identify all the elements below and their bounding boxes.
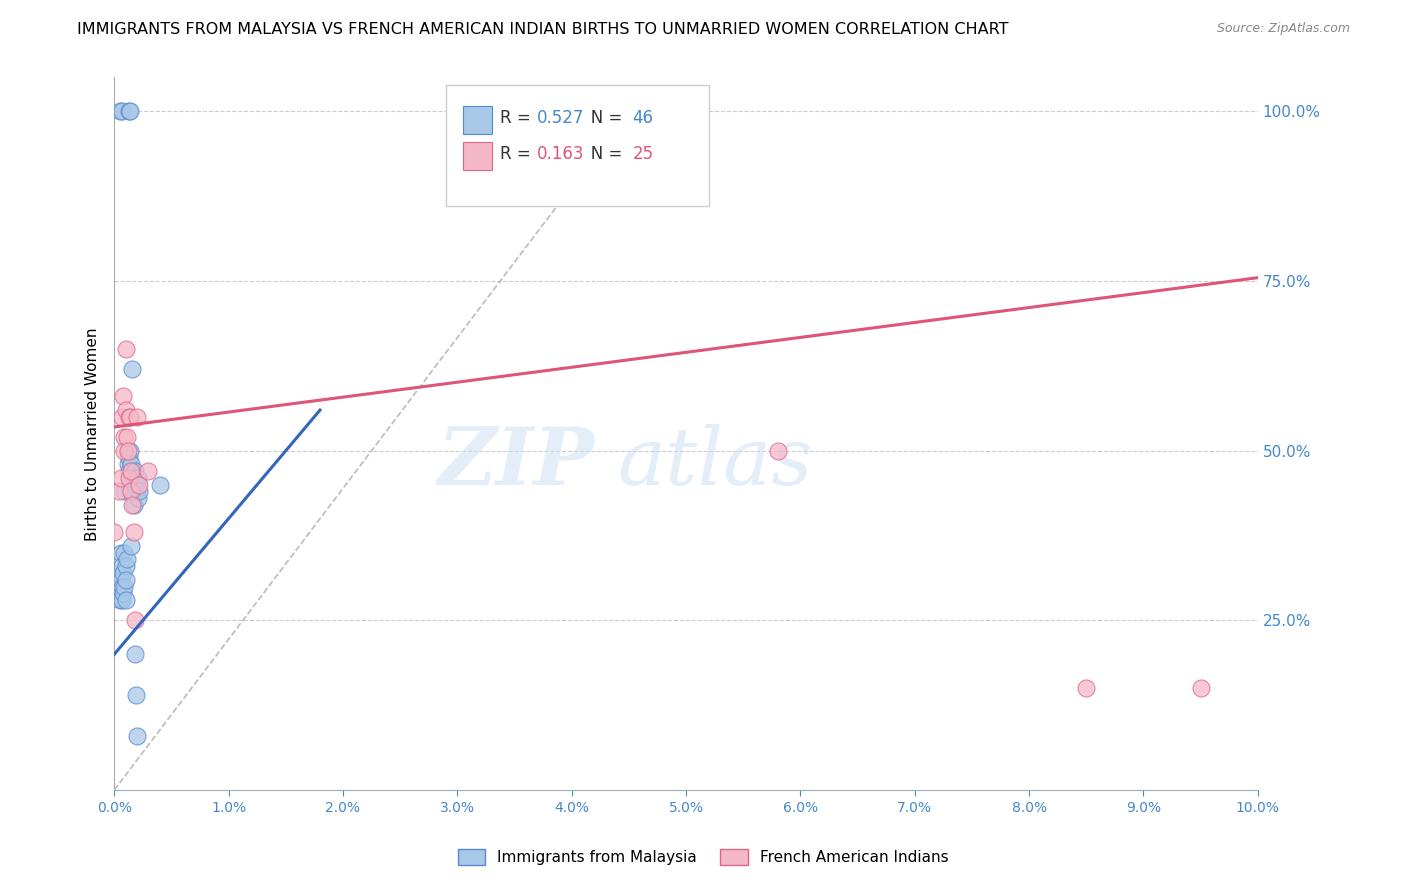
Point xyxy=(118,471,141,485)
Point xyxy=(124,648,146,662)
Point xyxy=(124,484,146,499)
Point xyxy=(127,491,149,506)
Point xyxy=(110,545,132,559)
Point xyxy=(110,573,132,587)
FancyBboxPatch shape xyxy=(446,85,709,206)
Point xyxy=(115,430,138,444)
FancyBboxPatch shape xyxy=(463,142,492,170)
Point xyxy=(128,477,150,491)
Point xyxy=(120,477,142,491)
Point xyxy=(120,104,142,119)
Point xyxy=(114,342,136,356)
Point xyxy=(114,430,136,444)
Point xyxy=(120,458,142,472)
Point xyxy=(121,498,143,512)
Point xyxy=(124,614,146,628)
Point xyxy=(117,443,139,458)
Text: R =: R = xyxy=(499,145,536,162)
Point xyxy=(114,545,136,559)
Point xyxy=(1076,681,1098,696)
Point xyxy=(108,580,131,594)
Point xyxy=(114,580,136,594)
Point xyxy=(112,389,135,403)
Point xyxy=(149,477,172,491)
Point xyxy=(114,403,136,417)
Point xyxy=(114,593,136,607)
Point xyxy=(125,409,148,424)
Point xyxy=(111,559,134,574)
Point xyxy=(118,464,141,478)
Point xyxy=(766,443,789,458)
Point xyxy=(125,729,148,743)
Point xyxy=(120,409,142,424)
Point xyxy=(120,484,142,499)
Point xyxy=(117,458,139,472)
Point xyxy=(108,104,131,119)
Point xyxy=(111,580,134,594)
Point xyxy=(112,586,135,600)
Text: ZIP: ZIP xyxy=(437,424,595,501)
Point xyxy=(122,498,145,512)
Point xyxy=(118,484,141,499)
Point xyxy=(124,464,146,478)
Text: Source: ZipAtlas.com: Source: ZipAtlas.com xyxy=(1216,22,1350,36)
Point xyxy=(111,104,134,119)
Text: R =: R = xyxy=(499,109,536,127)
Point xyxy=(122,471,145,485)
Point xyxy=(120,484,142,499)
Point xyxy=(127,471,149,485)
FancyBboxPatch shape xyxy=(463,106,492,135)
Point xyxy=(108,593,131,607)
Point xyxy=(117,443,139,458)
Point xyxy=(114,443,136,458)
Point xyxy=(114,573,136,587)
Point xyxy=(108,566,131,580)
Point xyxy=(128,484,150,499)
Point xyxy=(107,484,129,499)
Point xyxy=(120,443,142,458)
Text: 46: 46 xyxy=(633,109,654,127)
Point xyxy=(125,688,148,702)
Point xyxy=(110,471,132,485)
Text: IMMIGRANTS FROM MALAYSIA VS FRENCH AMERICAN INDIAN BIRTHS TO UNMARRIED WOMEN COR: IMMIGRANTS FROM MALAYSIA VS FRENCH AMERI… xyxy=(77,22,1010,37)
Point xyxy=(114,484,136,499)
Text: 0.527: 0.527 xyxy=(537,109,585,127)
Text: atlas: atlas xyxy=(617,424,813,501)
Legend: Immigrants from Malaysia, French American Indians: Immigrants from Malaysia, French America… xyxy=(451,843,955,871)
Point xyxy=(111,409,134,424)
Point xyxy=(103,525,125,540)
Point xyxy=(118,409,141,424)
Point xyxy=(121,362,143,376)
Text: N =: N = xyxy=(575,109,627,127)
Point xyxy=(120,539,142,553)
Y-axis label: Births to Unmarried Women: Births to Unmarried Women xyxy=(86,327,100,541)
Point xyxy=(114,559,136,574)
Point xyxy=(115,552,138,566)
Point xyxy=(118,104,141,119)
Point xyxy=(138,464,160,478)
Text: N =: N = xyxy=(575,145,627,162)
Point xyxy=(125,477,148,491)
Point xyxy=(111,593,134,607)
Point xyxy=(118,450,141,465)
Point xyxy=(125,471,148,485)
Point xyxy=(112,566,135,580)
Point xyxy=(1189,681,1212,696)
Point xyxy=(121,484,143,499)
Text: 0.163: 0.163 xyxy=(537,145,585,162)
Text: 25: 25 xyxy=(633,145,654,162)
Point xyxy=(120,464,142,478)
Point xyxy=(122,525,145,540)
